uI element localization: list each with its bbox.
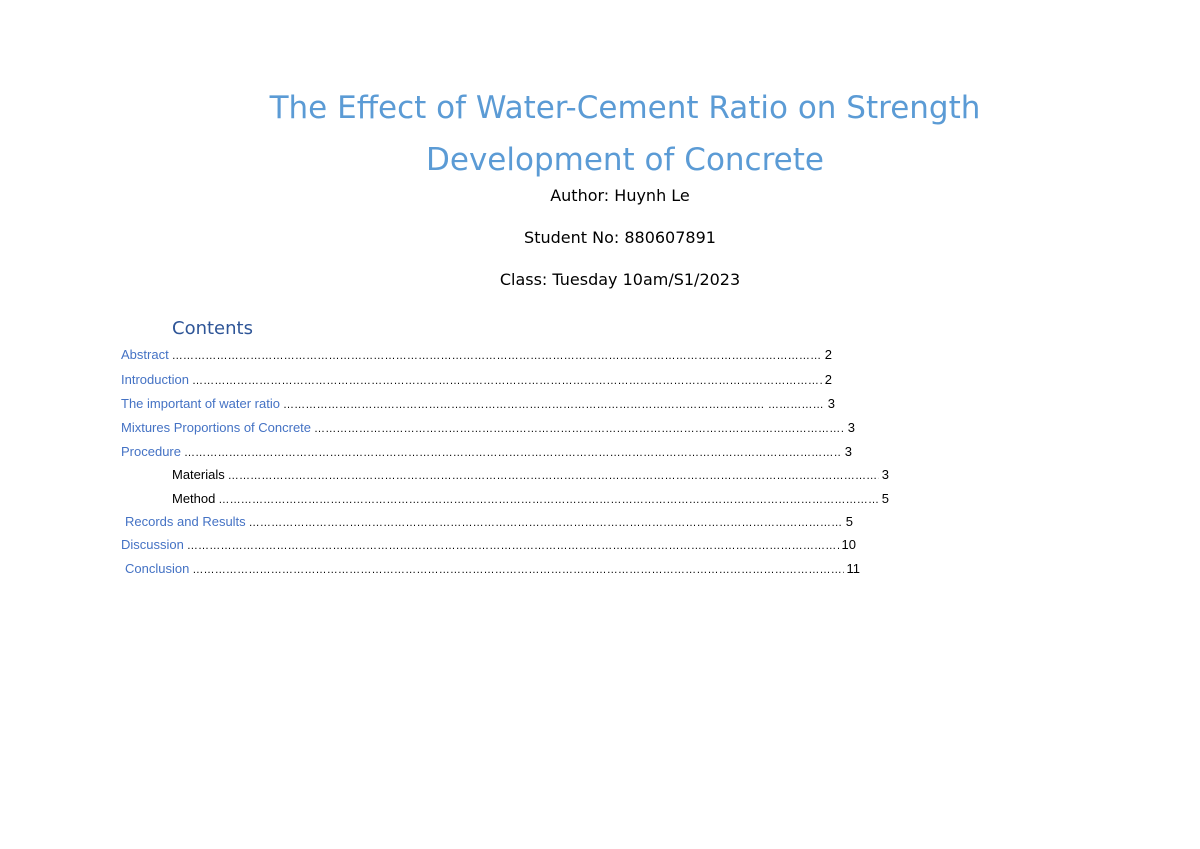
toc-page-number: 3 (881, 467, 889, 482)
toc-page-number: 3 (827, 396, 835, 411)
toc-dot-leader: …………………………………………………………………………………………………………… (171, 350, 822, 362)
toc-page-number: 2 (824, 372, 832, 387)
toc-dot-leader: …………………………………………………………………………………………………………… (227, 470, 879, 482)
toc-page-number: 5 (881, 491, 889, 506)
toc-dot-leader: …………………………………………………………………………………………………………… (218, 494, 879, 506)
toc-page-number: 10 (841, 537, 856, 552)
author-line: Author: Huynh Le (550, 186, 690, 205)
toc-entry-label[interactable]: Materials (172, 467, 225, 482)
class-line: Class: Tuesday 10am/S1/2023 (499, 270, 741, 289)
toc-entry-introduction[interactable]: Introduction ………………………………………………………………………… (121, 371, 832, 389)
toc-entry-label[interactable]: Abstract (121, 347, 169, 362)
document-title-line-1: The Effect of Water-Cement Ratio on Stre… (269, 90, 981, 126)
toc-entry-method[interactable]: Method ………………………………………………………………………………………… (172, 490, 889, 508)
toc-entry-materials[interactable]: Materials ………………………………………………………………………………… (172, 466, 889, 484)
toc-entry-records-and-results[interactable]: Records and Results ……………………………………………………… (125, 513, 853, 531)
toc-entry-label[interactable]: Mixtures Proportions of Concrete (121, 420, 312, 435)
document-title-line-2: Development of Concrete (426, 142, 824, 178)
toc-entry-label[interactable]: Method (172, 491, 216, 506)
toc-entry-procedure[interactable]: Procedure ………………………………………………………………………………… (121, 443, 852, 461)
toc-dot-leader: …………………………………………………………………………………………………………… (314, 423, 845, 435)
toc-entry-label[interactable]: Procedure (121, 444, 181, 459)
toc-dot-leader: …………………………………………………………………………………………………………… (248, 517, 843, 529)
toc-dot-leader: …………………………………………………………………………………………………………… (192, 564, 843, 576)
toc-dot-leader: …………………………………………………………………………………………………………… (183, 447, 842, 459)
toc-page-number: 11 (846, 561, 861, 576)
toc-entry-label[interactable]: Records and Results (125, 514, 246, 529)
toc-entry-label[interactable]: Conclusion (125, 561, 190, 576)
toc-entry-mixtures-proportions[interactable]: Mixtures Proportions of Concrete …………………… (121, 419, 855, 437)
toc-page-number: 3 (847, 420, 855, 435)
toc-page-number: 3 (844, 444, 852, 459)
toc-page-number: 2 (824, 347, 832, 362)
toc-page-number: 5 (845, 514, 853, 529)
toc-entry-label[interactable]: Discussion (121, 537, 184, 552)
toc-dot-leader: …………………………………………………………………………………………………………… (186, 540, 839, 552)
toc-heading: Contents (172, 318, 253, 339)
toc-entry-conclusion[interactable]: Conclusion ……………………………………………………………………………… (125, 560, 860, 578)
toc-entry-label[interactable]: Introduction (121, 372, 189, 387)
toc-dot-leader: …………………………………………………………………………………………………………… (191, 375, 822, 387)
toc-entry-abstract[interactable]: Abstract …………………………………………………………………………………… (121, 346, 832, 364)
toc-entry-important-water-ratio[interactable]: The important of water ratio ……………………………… (121, 395, 835, 413)
toc-entry-label[interactable]: The important of water ratio (121, 396, 280, 411)
toc-entry-discussion[interactable]: Discussion ……………………………………………………………………………… (121, 536, 856, 554)
student-number-line: Student No: 880607891 (524, 228, 716, 247)
toc-dot-leader: …………………………………………………………………………………………………………… (282, 399, 825, 411)
